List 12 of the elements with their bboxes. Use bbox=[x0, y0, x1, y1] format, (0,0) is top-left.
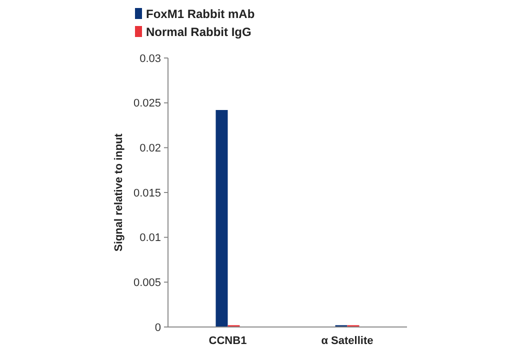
y-tick-label: 0.015 bbox=[133, 187, 161, 200]
y-tick-label: 0.02 bbox=[140, 142, 161, 155]
y-axis-title: Signal relative to input bbox=[113, 133, 125, 252]
y-tick-label: 0.025 bbox=[133, 98, 161, 110]
x-tick-label: α Satellite bbox=[321, 335, 374, 347]
x-tick-label: CCNB1 bbox=[208, 335, 247, 347]
legend-label: Normal Rabbit IgG bbox=[146, 25, 252, 39]
y-tick-label: 0.03 bbox=[140, 52, 161, 65]
y-tick-label: 0 bbox=[154, 322, 161, 334]
y-tick-label: 0.005 bbox=[133, 277, 161, 290]
y-tick-label: 0.01 bbox=[140, 232, 161, 244]
legend-label: FoxM1 Rabbit mAb bbox=[146, 7, 255, 21]
